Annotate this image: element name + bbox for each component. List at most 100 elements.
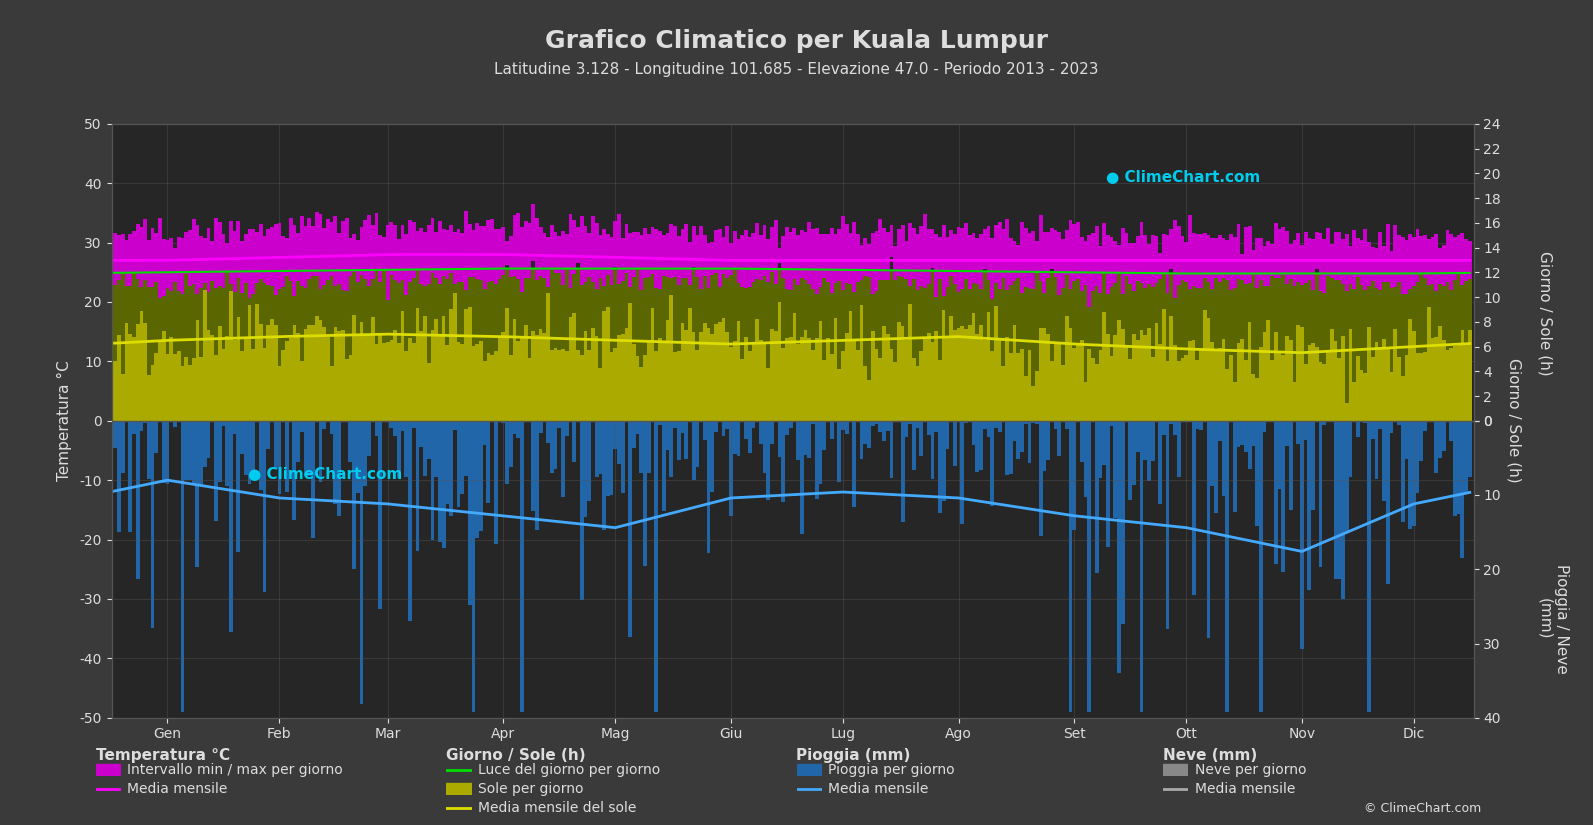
Bar [599, 269, 602, 368]
Bar [502, 227, 505, 276]
Bar [733, 231, 736, 268]
Bar [1020, 421, 1024, 452]
Bar [961, 271, 964, 326]
Bar [1333, 274, 1338, 341]
Bar [774, 331, 777, 421]
Bar [233, 231, 236, 292]
Bar [196, 225, 199, 295]
Bar [155, 233, 158, 282]
Bar [486, 269, 491, 353]
Bar [374, 344, 379, 421]
Bar [863, 238, 867, 276]
Bar [229, 290, 233, 421]
Bar [1106, 235, 1110, 295]
Bar [1184, 355, 1188, 421]
Bar [1053, 272, 1058, 344]
Bar [1192, 274, 1196, 340]
Bar [322, 421, 327, 429]
Bar [1166, 421, 1169, 629]
Bar [822, 270, 827, 360]
Bar [975, 238, 980, 284]
Bar [1061, 239, 1066, 288]
Bar [730, 347, 733, 421]
Bar [747, 351, 752, 421]
Bar [244, 233, 249, 283]
Bar [577, 269, 580, 350]
Bar [1364, 274, 1367, 373]
Bar [1360, 274, 1364, 370]
Bar [1150, 235, 1155, 287]
Bar [1297, 421, 1300, 444]
Bar [964, 224, 969, 280]
Text: © ClimeChart.com: © ClimeChart.com [1364, 802, 1481, 815]
Bar [781, 348, 785, 421]
Bar [378, 332, 382, 421]
Bar [763, 269, 766, 342]
Bar [1117, 421, 1121, 672]
Bar [1247, 226, 1252, 283]
Bar [669, 421, 674, 477]
Bar [1467, 241, 1472, 279]
Bar [975, 334, 980, 421]
Bar [577, 227, 580, 262]
Bar [1177, 273, 1180, 361]
Bar [213, 355, 218, 421]
Bar [185, 272, 188, 357]
Bar [1106, 421, 1110, 547]
Bar [475, 224, 479, 279]
Bar [288, 271, 293, 337]
Bar [486, 353, 491, 421]
Bar [413, 421, 416, 427]
Bar [594, 421, 599, 478]
Bar [464, 210, 468, 290]
Bar [1035, 421, 1039, 424]
Bar [338, 271, 341, 332]
Bar [1147, 244, 1150, 284]
Bar [930, 342, 935, 421]
Bar [1356, 274, 1360, 356]
Bar [1311, 421, 1314, 510]
Bar [822, 234, 827, 277]
Bar [460, 344, 464, 421]
Bar [475, 344, 479, 421]
Bar [1255, 238, 1258, 289]
Bar [1263, 421, 1266, 432]
Bar [852, 421, 855, 507]
Bar [769, 227, 774, 272]
Bar [1356, 421, 1360, 436]
Bar [110, 340, 113, 421]
Bar [1411, 421, 1416, 526]
Bar [922, 214, 927, 288]
Bar [218, 326, 221, 421]
Bar [1352, 382, 1356, 421]
Bar [1434, 233, 1438, 291]
Bar [140, 228, 143, 287]
Bar [566, 234, 569, 268]
Bar [1128, 359, 1133, 421]
Bar [1136, 236, 1139, 280]
Bar [202, 272, 207, 290]
Bar [494, 229, 497, 284]
Bar [792, 269, 796, 313]
Bar [830, 270, 833, 354]
Bar [132, 272, 135, 337]
Bar [441, 229, 446, 276]
Bar [416, 270, 419, 308]
Bar [1427, 238, 1431, 285]
Bar [591, 216, 594, 282]
Bar [599, 234, 602, 278]
Bar [389, 270, 393, 340]
Bar [1322, 239, 1325, 293]
Bar [1464, 239, 1469, 281]
Bar [855, 350, 860, 421]
Bar [535, 269, 538, 335]
Bar [1133, 273, 1136, 334]
Bar [424, 421, 427, 477]
Bar [819, 321, 822, 421]
Bar [588, 269, 591, 350]
Bar [1322, 274, 1325, 364]
Bar [957, 227, 961, 292]
Bar [293, 271, 296, 325]
Bar [207, 421, 210, 459]
Bar [483, 226, 486, 289]
